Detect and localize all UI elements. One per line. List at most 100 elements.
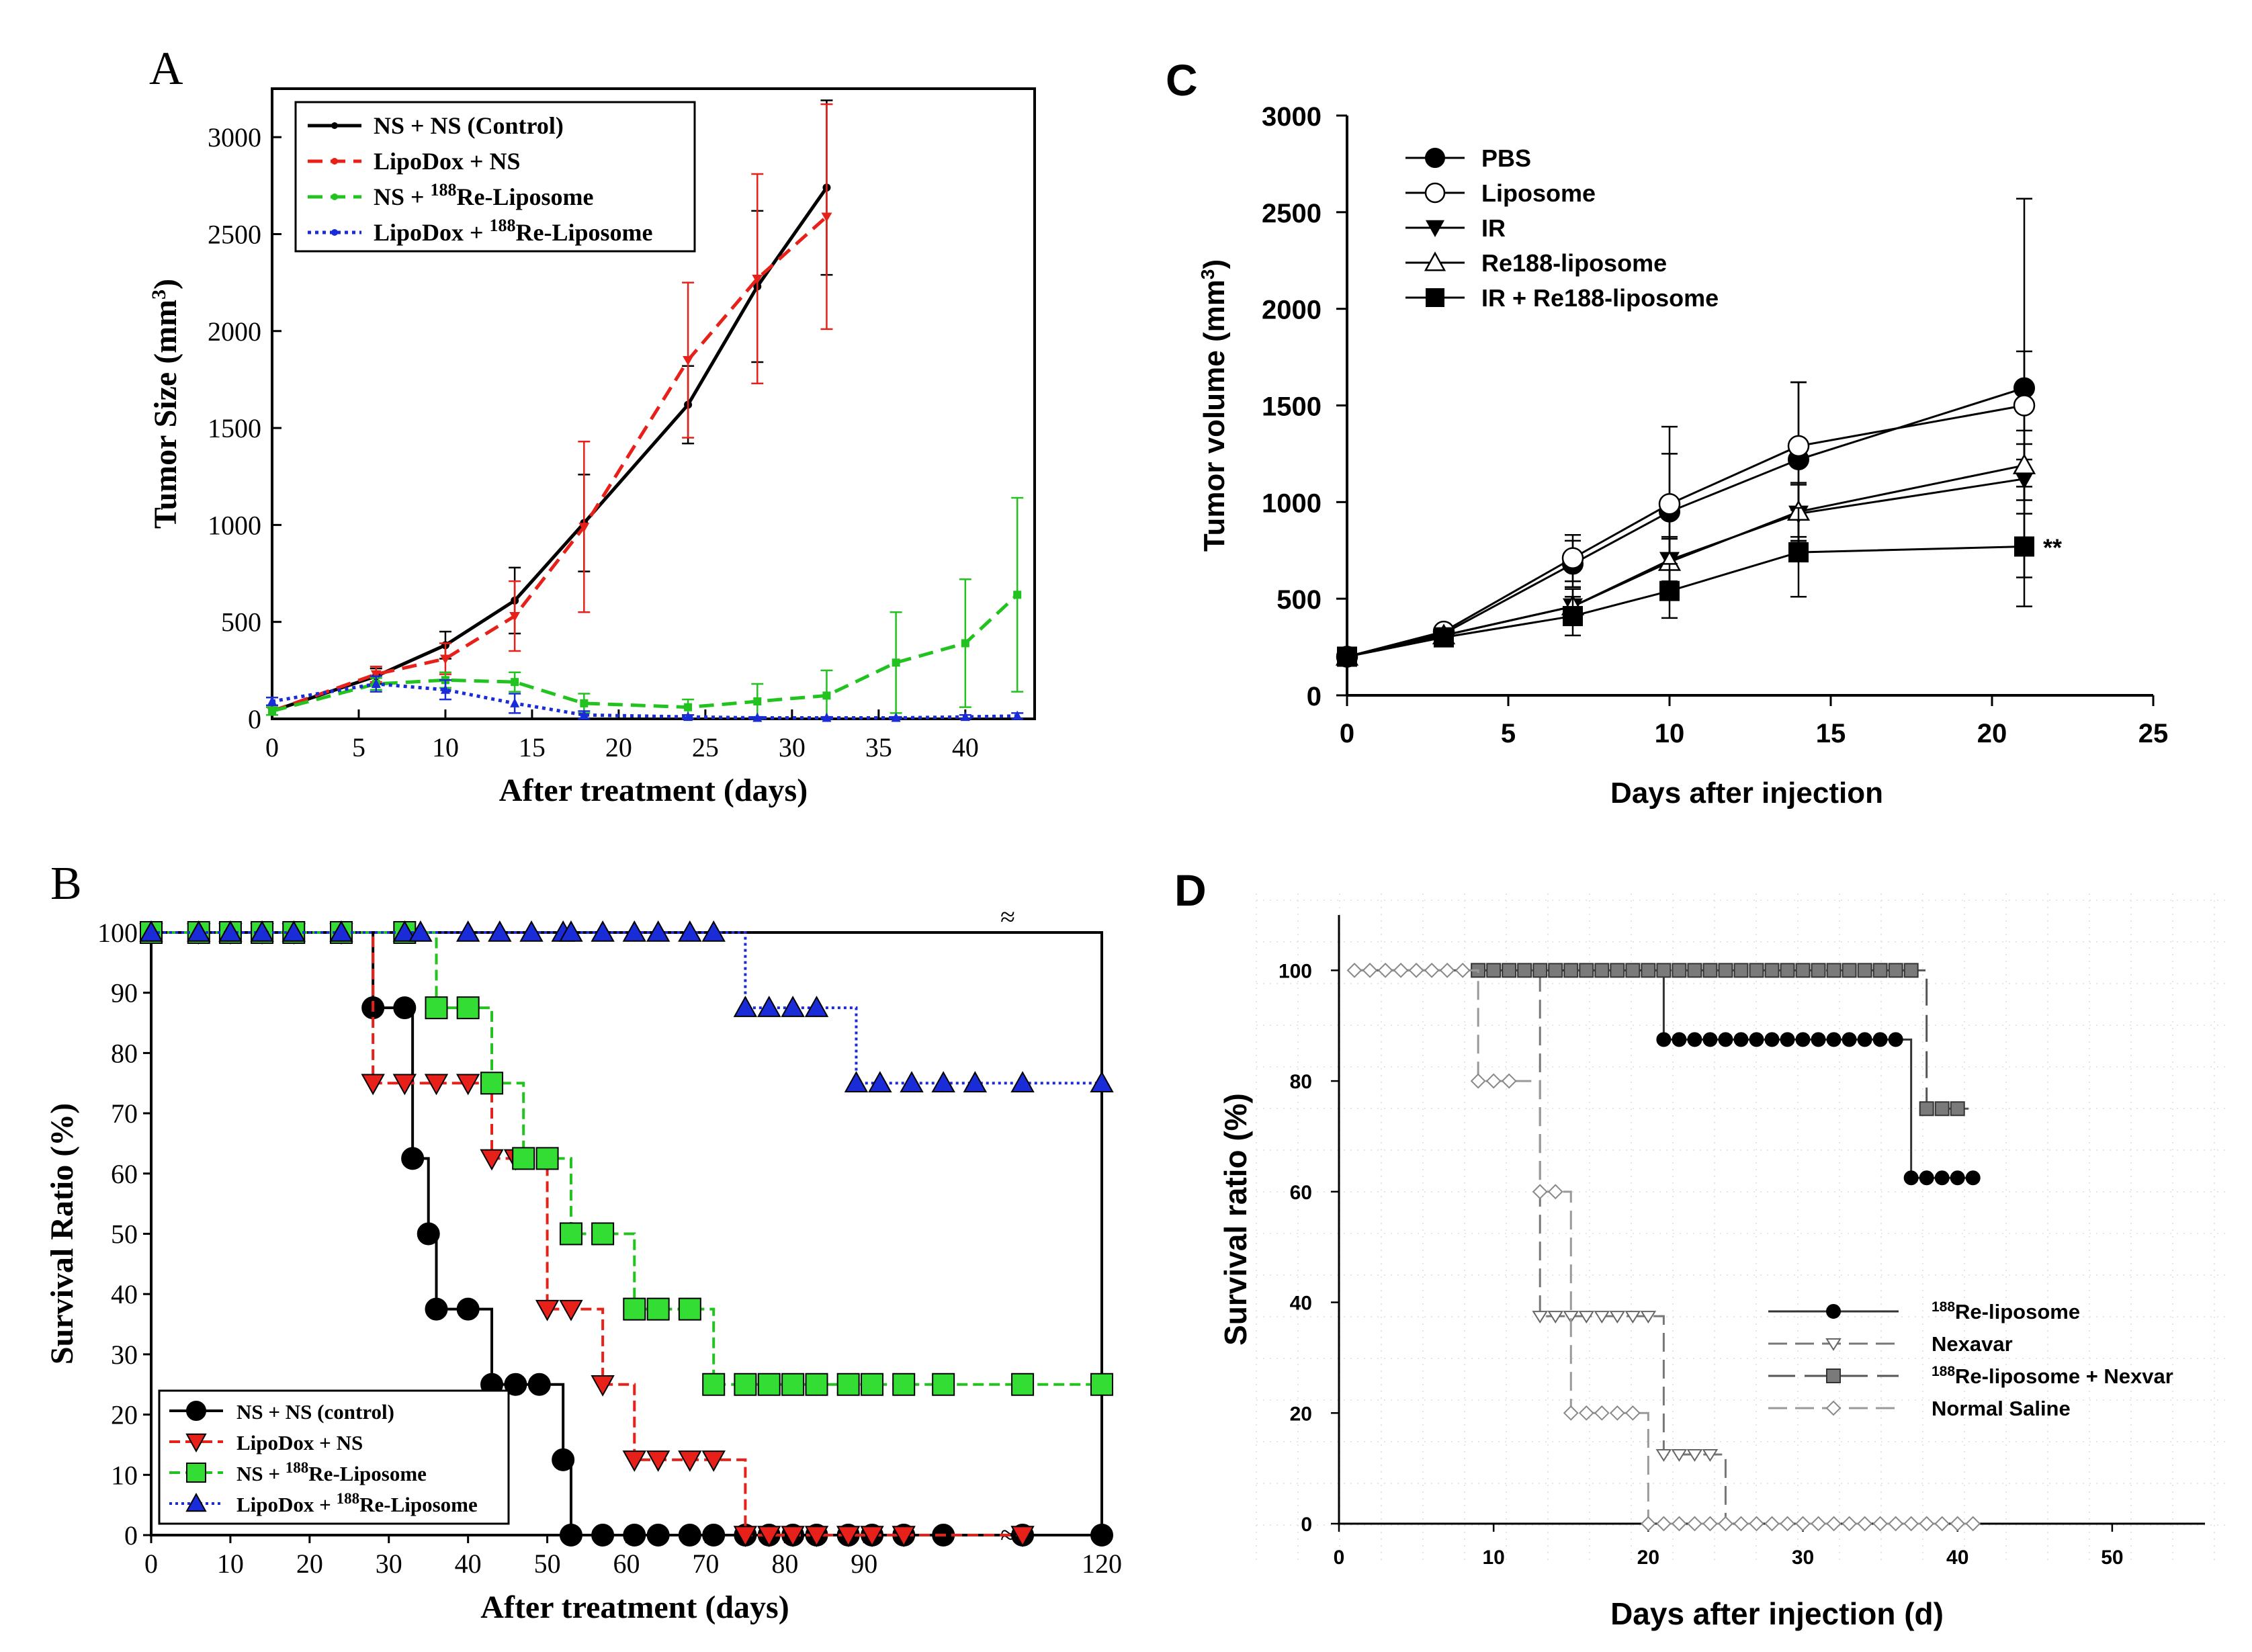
x-axis-label: After treatment (days) xyxy=(480,1590,789,1625)
x-tick-label: 40 xyxy=(455,1549,482,1579)
survival-point xyxy=(591,1222,615,1246)
y-tick-label: 80 xyxy=(111,1038,138,1068)
survival-point xyxy=(1502,963,1517,978)
x-tick-label: 30 xyxy=(1792,1547,1814,1569)
legend: 188Re-liposome Nexavar 188Re-liposome + Ne… xyxy=(1768,1299,2173,1420)
survival-point xyxy=(781,1526,805,1548)
survival-point xyxy=(1686,1449,1703,1462)
survival-point xyxy=(456,920,480,942)
survival-point xyxy=(1733,1516,1749,1532)
y-tick-label: 500 xyxy=(221,607,261,638)
series-line xyxy=(1346,545,2025,658)
data-point xyxy=(510,697,520,707)
data-point xyxy=(1788,542,1809,563)
survival-point xyxy=(1903,963,1919,978)
survival-point xyxy=(393,996,417,1020)
survival-point xyxy=(1749,1032,1764,1047)
survival-point xyxy=(1733,963,1749,978)
legend-marker xyxy=(331,193,338,200)
legend-label: LipoDox + NS xyxy=(236,1431,363,1454)
y-tick-label: 2000 xyxy=(1262,296,1322,325)
survival-point xyxy=(623,1524,646,1547)
legend-marker xyxy=(331,158,338,165)
survival-step-line xyxy=(151,931,1102,1085)
survival-point xyxy=(646,1524,670,1547)
survival-point xyxy=(1517,963,1532,978)
survival-point xyxy=(1780,1516,1795,1532)
survival-point xyxy=(1362,962,1378,978)
survival-point xyxy=(527,1373,551,1396)
survival-point xyxy=(535,1299,560,1321)
y-tick-label: 40 xyxy=(1290,1293,1312,1315)
survival-point xyxy=(1857,1516,1873,1532)
survival-point xyxy=(1547,1184,1563,1200)
survival-point xyxy=(622,1450,646,1472)
panel-label-d: D xyxy=(1174,865,1207,915)
legend-label: NS + NS (control) xyxy=(236,1400,394,1424)
x-tick-label: 15 xyxy=(1816,719,1846,748)
plot-frame xyxy=(271,87,1036,720)
survival-point xyxy=(622,920,646,942)
survival-point xyxy=(1377,962,1393,978)
data-point xyxy=(892,658,900,667)
survival-point xyxy=(1965,1516,1981,1532)
survival-point xyxy=(1486,963,1502,978)
survival-point xyxy=(1563,1405,1579,1421)
survival-point xyxy=(1872,963,1888,978)
survival-point xyxy=(1625,1405,1641,1421)
y-tick-label: 1500 xyxy=(1262,392,1322,422)
survival-point xyxy=(1919,1101,1934,1117)
x-tick-label: 120 xyxy=(1082,1549,1122,1579)
survival-point xyxy=(1842,1032,1857,1047)
survival-point xyxy=(1950,1516,1966,1532)
survival-point xyxy=(1090,1524,1113,1547)
survival-point xyxy=(1780,963,1795,978)
survival-point xyxy=(1965,1170,1981,1186)
survival-point xyxy=(805,1373,828,1396)
survival-point xyxy=(1563,963,1579,978)
panel-a-tumor-size-chart: A 0 5 10 15 20 25 30 35 40 0 500 1000 1500 2000 2500 300… xyxy=(148,43,1036,808)
survival-point xyxy=(646,1450,670,1472)
x-tick-label: 10 xyxy=(217,1549,244,1579)
legend-label: NS + 188Re-Liposome xyxy=(236,1459,427,1486)
x-tick-label: 70 xyxy=(692,1549,719,1579)
survival-point xyxy=(702,1373,726,1396)
legend-marker xyxy=(186,1463,206,1483)
y-tick-label: 2500 xyxy=(208,219,261,249)
survival-point xyxy=(1764,1516,1780,1532)
survival-point xyxy=(591,1524,615,1547)
data-point xyxy=(440,684,450,694)
survival-point xyxy=(1625,963,1641,978)
y-tick-label: 0 xyxy=(124,1520,138,1551)
y-tick-label: 0 xyxy=(1301,1514,1312,1536)
survival-point xyxy=(512,1147,535,1170)
y-tick-label: 1000 xyxy=(1262,488,1322,518)
survival-point xyxy=(844,1071,869,1093)
legend-marker xyxy=(331,229,338,236)
data-point xyxy=(821,212,832,222)
survival-point xyxy=(1625,1311,1641,1324)
x-tick-label: 0 xyxy=(1340,719,1354,748)
survival-point xyxy=(781,996,805,1017)
series-line xyxy=(1346,404,2025,658)
x-tick-label: 10 xyxy=(432,732,459,763)
x-axis-label: After treatment (days) xyxy=(499,773,808,808)
legend-marker xyxy=(1424,251,1446,271)
data-point xyxy=(683,356,694,366)
survival-point xyxy=(424,1074,449,1096)
y-tick-label: 30 xyxy=(111,1340,138,1370)
survival-point xyxy=(1842,1516,1858,1532)
survival-point xyxy=(1733,1032,1749,1047)
survival-point xyxy=(139,920,163,942)
survival-point xyxy=(836,1526,861,1548)
series-ir-re188-liposome xyxy=(1337,486,2034,667)
survival-point xyxy=(218,920,243,942)
y-tick-label: 0 xyxy=(248,704,261,734)
y-tick-label: 3000 xyxy=(208,122,261,153)
legend-label: Liposome xyxy=(1481,179,1596,207)
y-tick-label: 2000 xyxy=(208,316,261,347)
survival-point xyxy=(1826,1516,1842,1532)
survival-point xyxy=(1532,1311,1549,1324)
y-tick-label: 500 xyxy=(1276,585,1322,615)
